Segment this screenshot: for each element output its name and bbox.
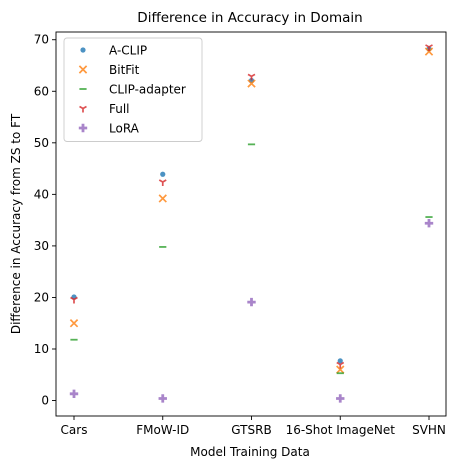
marker-shape [247, 297, 256, 307]
point-full-cars [70, 296, 78, 304]
point-lora-svhn [424, 219, 434, 228]
series-bitfit [69, 47, 434, 374]
point-full-16-shot-imagenet [336, 361, 345, 369]
y-tick-label: 50 [34, 136, 49, 150]
legend-frame [63, 37, 203, 142]
marker-shape [158, 179, 167, 186]
point-lora-fmow-id [158, 394, 167, 403]
marker-shape [424, 47, 434, 56]
marker-shape [247, 73, 256, 81]
y-tick-label: 10 [34, 342, 49, 356]
y-axis-label: Difference in Accuracy from ZS to FT [9, 113, 23, 334]
y-tick-label: 30 [34, 239, 49, 253]
point-lora-gtsrb [247, 297, 256, 307]
marker-shape [336, 394, 345, 403]
y-tick-label: 20 [34, 290, 49, 304]
legend-marker-full [79, 105, 87, 113]
marker-shape [78, 65, 88, 74]
point-bitfit-cars [69, 319, 79, 328]
series-lora [69, 219, 434, 403]
point-lora-cars [69, 389, 79, 399]
legend-marker-bitfit [78, 65, 88, 74]
marker-shape [69, 389, 79, 399]
point-bitfit-svhn [424, 47, 434, 56]
x-tick-label-svhn: SVHN [412, 423, 446, 437]
marker-shape [247, 79, 256, 88]
legend: A-CLIP BitFit CLIP-adapter Full LoRA [63, 37, 203, 142]
point-bitfit-fmow-id [158, 194, 167, 203]
x-axis-label: Model Training Data [190, 445, 310, 459]
x-tick-label-cars: Cars [61, 423, 88, 437]
y-tick-label: 60 [34, 84, 49, 98]
point-full-svhn [425, 44, 433, 51]
marker-shape [69, 319, 79, 328]
legend-label-clip-adapter: CLIP-adapter [109, 83, 186, 97]
point-bitfit-gtsrb [247, 79, 256, 88]
legend-label-bitfit: BitFit [109, 63, 140, 77]
series-full [70, 44, 433, 369]
legend-label-a-clip: A-CLIP [109, 44, 147, 58]
chart-title: Difference in Accuracy in Domain [137, 10, 362, 26]
x-tick-label-fmow-id: FMoW-ID [136, 423, 189, 437]
x-tick-label-gtsrb: GTSRB [231, 423, 271, 437]
marker-shape [424, 219, 434, 228]
point-lora-16-shot-imagenet [336, 394, 345, 403]
legend-marker-lora [78, 123, 88, 133]
marker-shape [158, 194, 167, 203]
marker-shape [79, 105, 87, 113]
y-tick-label: 0 [41, 394, 49, 408]
marker-shape [336, 361, 345, 369]
point-full-gtsrb [247, 73, 256, 81]
point-a-clip-fmow-id [160, 171, 166, 177]
marker-shape [80, 47, 86, 53]
marker-shape [425, 44, 433, 51]
point-a-clip-16-shot-imagenet [337, 358, 343, 364]
point-bitfit-16-shot-imagenet [336, 365, 345, 374]
y-tick-label: 40 [34, 187, 49, 201]
plot-area: 0 10 20 30 40 50 60 70 Cars FMoW-ID GTSRB 16-Shot I… [34, 31, 447, 437]
marker-shape [70, 296, 78, 304]
axes-frame [55, 31, 447, 417]
legend-marker-a-clip [80, 47, 86, 53]
marker-shape [78, 123, 88, 133]
marker-shape [337, 358, 343, 364]
y-tick-label: 70 [34, 33, 49, 47]
marker-shape [336, 365, 345, 374]
x-tick-label-16-shot-imagenet: 16-Shot ImageNet [286, 423, 396, 437]
marker-shape [158, 394, 167, 403]
marker-shape [160, 171, 166, 177]
legend-label-lora: LoRA [109, 122, 140, 136]
legend-label-full: Full [109, 102, 130, 116]
point-full-fmow-id [158, 179, 167, 186]
series-clip-adapter [70, 143, 433, 375]
